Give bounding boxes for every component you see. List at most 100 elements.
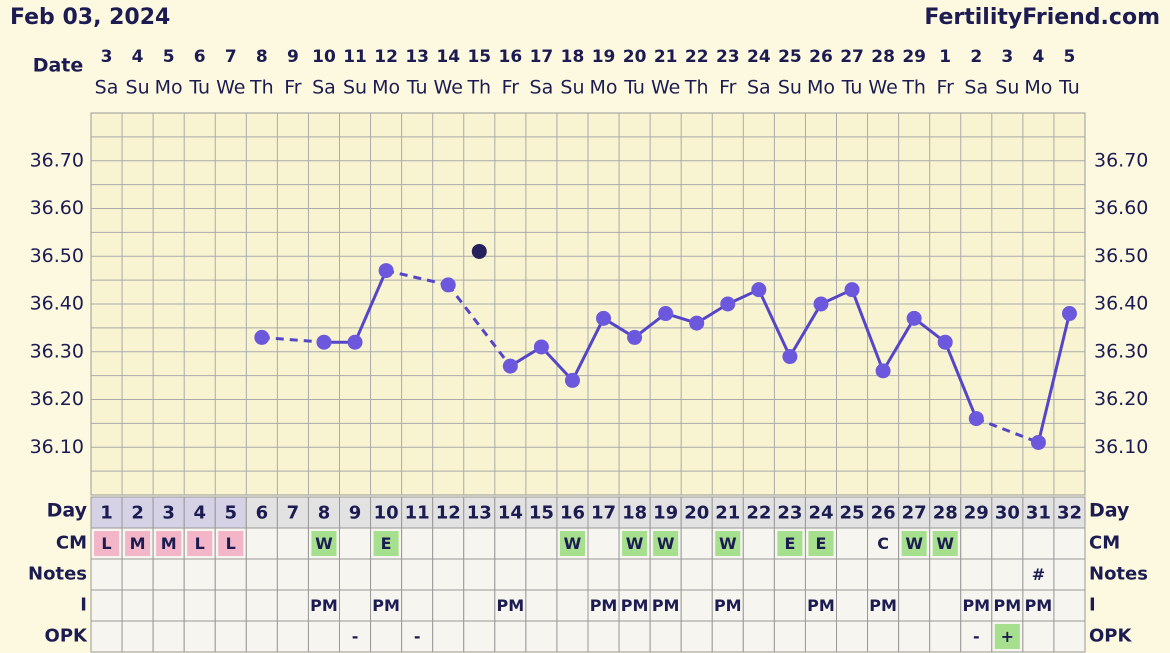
y-tick-label: 36.30 — [30, 340, 84, 362]
table-cell — [494, 558, 527, 591]
row-label: I — [1089, 595, 1096, 616]
weekday-label: Su — [126, 77, 150, 99]
weekday-label: Sa — [95, 77, 119, 99]
table-cell — [183, 620, 216, 653]
cell-text: PM — [962, 596, 990, 615]
row-label: Day — [1089, 500, 1130, 522]
table-cell — [276, 620, 309, 653]
day-number: 9 — [349, 503, 362, 524]
date-label: 27 — [840, 47, 864, 67]
date-label: 13 — [405, 47, 429, 67]
table-cell — [649, 620, 682, 653]
y-tick-label: 36.40 — [1094, 293, 1148, 315]
table-cell — [245, 558, 278, 591]
y-tick-label: 36.10 — [1094, 436, 1148, 458]
day-number: 6 — [256, 503, 269, 524]
table-cell — [525, 558, 558, 591]
day-cell — [1053, 496, 1086, 529]
table-cell — [867, 527, 900, 560]
day-number: 12 — [436, 503, 461, 524]
weekday-label: Fr — [719, 77, 737, 99]
day-cell — [370, 496, 403, 529]
cell-text: W — [719, 534, 737, 553]
date-label: 4 — [132, 47, 144, 67]
data-point — [254, 329, 270, 345]
data-point — [596, 310, 612, 326]
cell-text: L — [195, 534, 205, 553]
data-point — [689, 315, 705, 331]
table-cell — [680, 589, 713, 622]
table-cell — [525, 620, 558, 653]
table-cell — [867, 558, 900, 591]
date-label: Date — [33, 55, 84, 77]
cell-text: - — [973, 627, 980, 646]
day-number: 18 — [622, 503, 647, 524]
day-number: 26 — [871, 503, 896, 524]
y-tick-label: 36.10 — [30, 436, 84, 458]
date-label: 26 — [809, 47, 833, 67]
table-cell — [1053, 527, 1086, 560]
date-label: 3 — [1001, 47, 1013, 67]
row-label: CM — [1089, 533, 1120, 554]
weekday-label: Mo — [372, 77, 400, 99]
date-label: 12 — [374, 47, 398, 67]
day-cell — [898, 496, 931, 529]
chart-date: Feb 03, 2024 — [10, 5, 170, 30]
data-point — [720, 296, 736, 312]
cell-highlight — [373, 531, 399, 556]
row-label: Notes — [1089, 564, 1148, 585]
weekday-label: Su — [995, 77, 1019, 99]
date-label: 24 — [747, 47, 771, 67]
table-cell — [245, 620, 278, 653]
day-number: 8 — [318, 503, 331, 524]
day-number: 1 — [100, 503, 113, 524]
table-cell — [370, 620, 403, 653]
date-label: 20 — [623, 47, 647, 67]
date-label: 21 — [654, 47, 678, 67]
line-segment — [1036, 313, 1071, 443]
cell-highlight — [777, 531, 803, 556]
day-number: 24 — [808, 503, 833, 524]
cell-highlight — [559, 531, 585, 556]
line-segment — [571, 317, 605, 382]
cell-highlight — [653, 531, 679, 556]
weekday-label: Fr — [502, 77, 520, 99]
table-cell — [121, 589, 154, 622]
table-cell — [680, 620, 713, 653]
data-point — [844, 282, 860, 298]
data-point — [875, 363, 891, 379]
data-point — [813, 296, 829, 312]
table-cell — [152, 620, 185, 653]
weekday-label: Mo — [590, 77, 618, 99]
cell-text: PM — [590, 596, 618, 615]
day-number: 15 — [529, 503, 554, 524]
table-cell — [183, 589, 216, 622]
table-cell — [214, 589, 247, 622]
row-label: Day — [47, 500, 88, 522]
table-cell — [742, 527, 775, 560]
table-cell — [90, 558, 123, 591]
day-cell — [183, 496, 216, 529]
date-label: 5 — [163, 47, 175, 67]
table-cell — [214, 558, 247, 591]
date-label: 22 — [685, 47, 709, 67]
table-cell — [773, 589, 806, 622]
table-cell — [929, 589, 962, 622]
data-point — [906, 310, 922, 326]
table-cell — [929, 558, 962, 591]
weekday-label: We — [651, 77, 680, 99]
weekday-label: Sa — [964, 77, 988, 99]
table-cell — [742, 558, 775, 591]
weekday-label: We — [216, 77, 245, 99]
weekday-label: Tu — [1058, 77, 1080, 99]
table-cell — [711, 558, 744, 591]
cell-highlight — [901, 531, 927, 556]
line-segment — [757, 289, 792, 358]
weekday-label: We — [434, 77, 463, 99]
table-cell — [276, 589, 309, 622]
table-cell — [836, 558, 869, 591]
table-cell — [432, 589, 465, 622]
table-cell — [183, 558, 216, 591]
weekday-label: Tu — [188, 77, 210, 99]
